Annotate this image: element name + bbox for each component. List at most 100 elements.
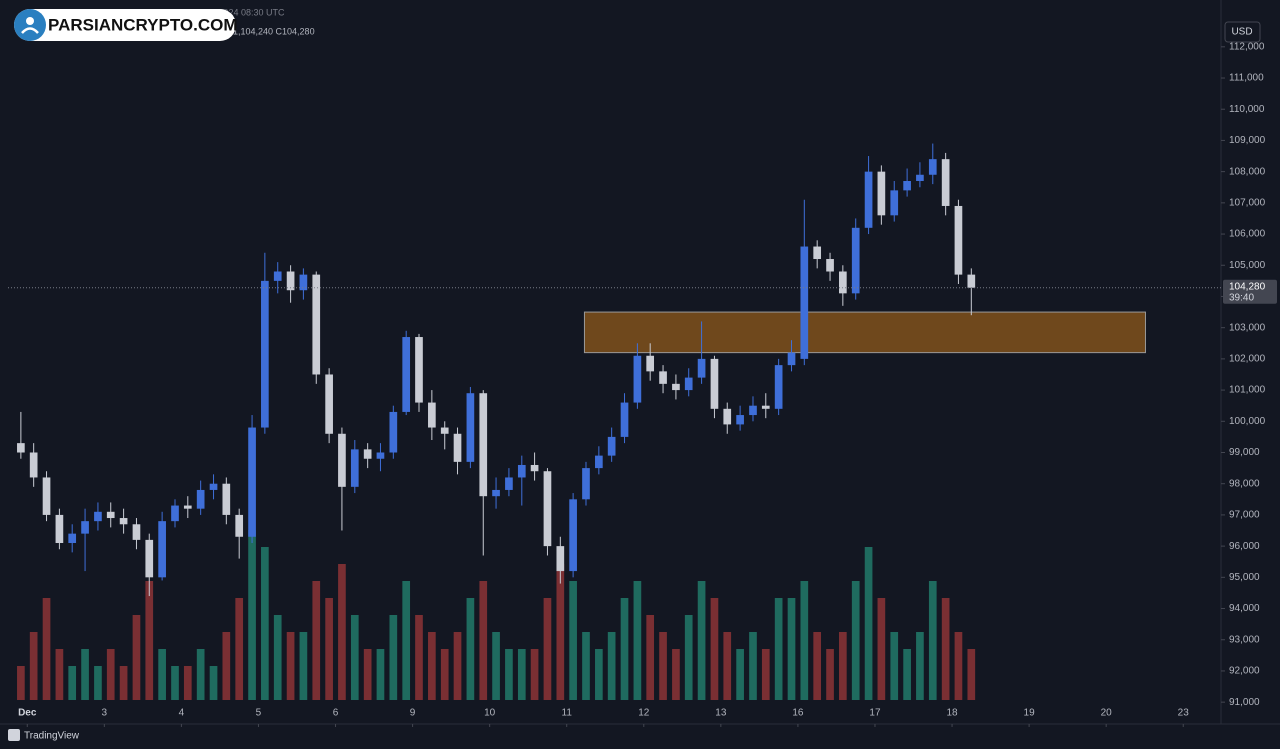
volume-bar (517, 649, 526, 700)
ohlc-text: 1,104,240 C104,280 (233, 26, 315, 36)
candle-body (595, 455, 603, 469)
candle-body (556, 546, 565, 572)
candle-body (800, 246, 809, 359)
volume-bar (492, 632, 500, 700)
candle-body (479, 393, 488, 497)
y-tick-label: 94,000 (1229, 603, 1260, 614)
volume-bar (402, 581, 411, 700)
volume-bar (183, 666, 192, 700)
candle-body (620, 402, 629, 437)
candle-body (826, 259, 834, 272)
candle-body (582, 468, 590, 500)
volume-bar (17, 666, 25, 700)
candle-body (42, 477, 51, 515)
x-tick-label: 5 (256, 708, 262, 719)
candle-body (659, 371, 667, 384)
candle-body (389, 411, 398, 453)
y-tick-label: 100,000 (1229, 416, 1266, 427)
candle-body (145, 539, 154, 578)
candle-body (607, 436, 616, 456)
x-tick-label: 11 (562, 708, 573, 719)
volume-bar (209, 666, 218, 700)
volume-bar (916, 632, 924, 700)
volume-bar (749, 632, 757, 700)
candle-body (376, 452, 385, 459)
candle-body (29, 452, 38, 478)
volume-bar (376, 649, 385, 700)
footer-logo (8, 729, 20, 741)
candle-body (402, 337, 411, 412)
candle-body (672, 383, 680, 391)
candle-body (492, 489, 500, 497)
volume-bar (710, 598, 719, 700)
candle-body (440, 427, 449, 434)
candle-body (453, 433, 462, 462)
candle-body (286, 271, 295, 291)
x-tick-label: 10 (484, 708, 496, 719)
volume-bar (273, 615, 282, 700)
volume-bar (826, 649, 834, 700)
x-tick-label: 18 (946, 708, 958, 719)
candle-body (954, 205, 963, 275)
candle-body (171, 505, 179, 522)
volume-bar (196, 649, 205, 700)
y-tick-label: 93,000 (1229, 634, 1260, 645)
watermark-logo-arc (21, 27, 39, 34)
currency[interactable]: USD (1231, 27, 1252, 38)
volume-bar (81, 649, 89, 700)
candle-body (55, 514, 64, 543)
volume-bar (428, 632, 436, 700)
candle-body (183, 505, 192, 509)
y-tick-label: 97,000 (1229, 510, 1260, 521)
x-tick-label: 17 (869, 708, 881, 719)
candle-body (877, 171, 886, 216)
candle-body (633, 355, 642, 403)
candle-body (505, 477, 513, 490)
candle-body (787, 352, 796, 366)
candle-body (261, 280, 269, 428)
volume-bar (595, 649, 603, 700)
axis-layer: 91,000 92,000 93,000 94,000 95,000 96,000 97,0… (18, 41, 1277, 727)
candle-body (517, 464, 526, 478)
x-tick-label: 16 (792, 708, 804, 719)
y-tick-label: 103,000 (1229, 322, 1266, 333)
volume-bar (145, 581, 154, 700)
volume-bar (55, 649, 64, 700)
footer-text: TradingView (24, 731, 80, 742)
candle-body (196, 489, 205, 509)
candle-body (646, 355, 655, 372)
candle-body (774, 365, 783, 409)
candle-body (273, 271, 282, 281)
candle-body (119, 518, 128, 525)
volume-bar (839, 632, 847, 700)
candle-body (350, 449, 359, 487)
volume-bar (569, 581, 577, 700)
candle-body (17, 443, 25, 453)
candle-body (813, 246, 822, 260)
candle-body (338, 433, 346, 487)
volume-bar (42, 598, 51, 700)
candle-body (864, 171, 873, 228)
y-tick-label: 108,000 (1229, 166, 1266, 177)
candle-body (466, 393, 475, 462)
currency-box[interactable] (1224, 21, 1261, 43)
candle-body (684, 377, 693, 391)
candle-body (158, 521, 166, 578)
y-tick-label: 102,000 (1229, 354, 1266, 365)
candle-body (81, 521, 89, 534)
volume-bar (723, 632, 732, 700)
candle-body (916, 174, 924, 181)
x-tick-label: 3 (102, 708, 108, 719)
candle-body (736, 415, 744, 425)
volume-bar (543, 598, 552, 700)
volume-bar (222, 632, 231, 700)
candle-body (312, 274, 321, 375)
volume-bar (286, 632, 295, 700)
candle-body (851, 227, 860, 294)
volume-bar (954, 632, 963, 700)
volume-bar (119, 666, 128, 700)
last-price-box (1223, 279, 1277, 304)
countdown: 39:40 (1229, 292, 1254, 303)
x-tick-label: 19 (1024, 708, 1036, 719)
volume-bar (505, 649, 513, 700)
